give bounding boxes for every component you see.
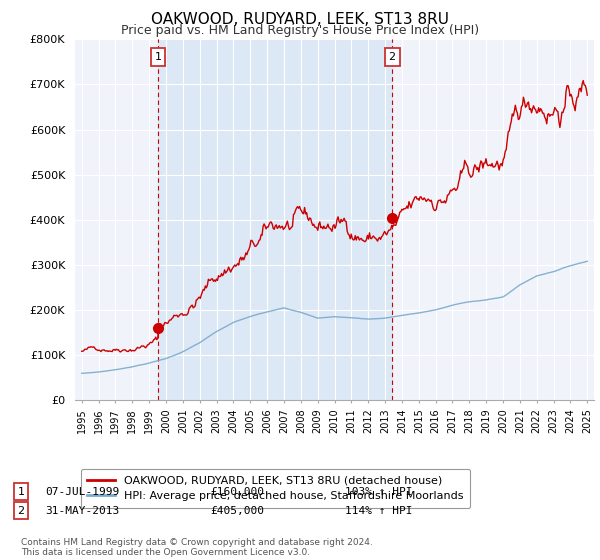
Text: Price paid vs. HM Land Registry's House Price Index (HPI): Price paid vs. HM Land Registry's House … bbox=[121, 24, 479, 36]
Bar bbox=[158, 39, 392, 400]
Text: 07-JUL-1999: 07-JUL-1999 bbox=[45, 487, 119, 497]
Text: 2: 2 bbox=[17, 506, 25, 516]
Text: 114% ↑ HPI: 114% ↑ HPI bbox=[345, 506, 413, 516]
Text: Contains HM Land Registry data © Crown copyright and database right 2024.
This d: Contains HM Land Registry data © Crown c… bbox=[21, 538, 373, 557]
Text: 1: 1 bbox=[17, 487, 25, 497]
Text: 1: 1 bbox=[154, 52, 161, 62]
Text: 31-MAY-2013: 31-MAY-2013 bbox=[45, 506, 119, 516]
Legend: OAKWOOD, RUDYARD, LEEK, ST13 8RU (detached house), HPI: Average price, detached : OAKWOOD, RUDYARD, LEEK, ST13 8RU (detach… bbox=[80, 469, 470, 508]
Text: £160,000: £160,000 bbox=[210, 487, 264, 497]
Text: £405,000: £405,000 bbox=[210, 506, 264, 516]
Text: OAKWOOD, RUDYARD, LEEK, ST13 8RU: OAKWOOD, RUDYARD, LEEK, ST13 8RU bbox=[151, 12, 449, 27]
Text: 2: 2 bbox=[389, 52, 395, 62]
Text: 103% ↑ HPI: 103% ↑ HPI bbox=[345, 487, 413, 497]
